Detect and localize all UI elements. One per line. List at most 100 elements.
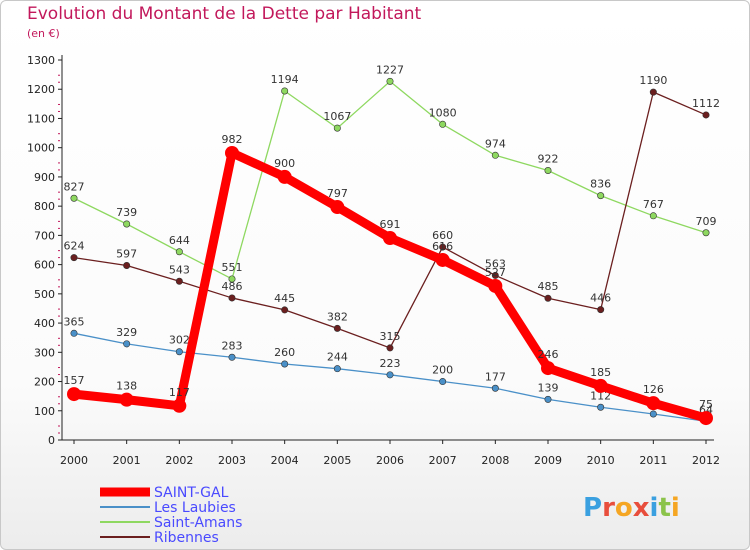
data-point — [386, 344, 394, 352]
data-point — [119, 392, 134, 407]
x-tick-label: 2006 — [376, 454, 404, 467]
data-point — [225, 145, 239, 160]
y-tick-label: 600 — [34, 259, 55, 272]
series-les-laubies: 3653293022832602442232001771391128964 — [64, 315, 713, 425]
x-tick-label: 2010 — [587, 454, 615, 467]
data-label: 767 — [643, 198, 664, 211]
data-point — [544, 294, 552, 302]
x-tick-label: 2001 — [113, 454, 141, 467]
y-tick-label: 400 — [34, 317, 55, 330]
data-point — [597, 306, 605, 314]
legend-label: Les Laubies — [154, 500, 236, 516]
data-label: 445 — [274, 292, 295, 305]
data-point — [649, 212, 657, 220]
data-point — [123, 261, 131, 269]
data-point — [228, 294, 236, 302]
data-label: 117 — [169, 386, 190, 399]
data-point — [491, 384, 499, 392]
data-point — [386, 371, 394, 379]
data-label: 200 — [432, 364, 453, 377]
data-point — [488, 278, 503, 293]
y-tick-label: 800 — [34, 200, 55, 213]
data-label: 260 — [274, 346, 295, 359]
x-tick-label: 2005 — [323, 454, 351, 467]
data-label: 551 — [222, 261, 243, 274]
data-label: 974 — [485, 137, 506, 150]
data-label: 644 — [169, 234, 190, 247]
logo-letter: o — [615, 493, 633, 523]
data-point — [699, 411, 713, 426]
data-label: 329 — [116, 326, 137, 339]
series-saint-amans: 827 739 644 551 1194 1067 1227 1080 974 922 836 767… — [64, 63, 717, 283]
data-point — [383, 231, 397, 246]
data-label: 797 — [327, 187, 348, 200]
data-point — [702, 111, 710, 119]
data-point — [123, 340, 131, 348]
data-point — [277, 169, 292, 184]
x-tick-label: 2009 — [534, 454, 562, 467]
data-label: 126 — [643, 383, 664, 396]
data-point — [702, 229, 710, 237]
data-point — [541, 361, 555, 376]
data-point — [491, 151, 499, 159]
logo-letter: r — [602, 493, 615, 523]
data-point — [333, 324, 341, 332]
x-tick-label: 2002 — [165, 454, 193, 467]
data-point — [281, 360, 289, 368]
logo-letter: P — [583, 493, 602, 523]
data-point — [123, 220, 131, 228]
data-label: 827 — [64, 180, 85, 193]
data-label: 1112 — [692, 97, 720, 110]
data-point — [175, 248, 183, 256]
data-point — [593, 378, 608, 393]
y-tick-label: 1100 — [27, 112, 55, 125]
data-label: 1080 — [429, 106, 457, 119]
data-label: 177 — [485, 370, 506, 383]
data-point — [386, 77, 394, 85]
data-label: 982 — [222, 133, 243, 146]
legend-label: SAINT-GAL — [154, 485, 229, 501]
data-label: 597 — [116, 247, 137, 260]
x-tick-label: 2008 — [481, 454, 509, 467]
y-tick-label: 1200 — [27, 83, 55, 96]
data-point — [175, 348, 183, 356]
series-ribennes: 624 597 543 486 445 382 315 660 563 485 446 1190 111… — [64, 74, 720, 352]
data-label: 543 — [169, 263, 190, 276]
y-tick-label: 700 — [34, 229, 55, 242]
data-label: 739 — [116, 206, 137, 219]
data-label: 365 — [64, 315, 85, 328]
data-point — [597, 403, 605, 411]
data-point — [435, 252, 450, 267]
chart-title: Evolution du Montant de la Dette par Hab… — [27, 4, 422, 24]
data-point — [70, 329, 78, 337]
data-label: 283 — [222, 339, 243, 352]
data-point — [330, 200, 345, 215]
data-label: 315 — [380, 330, 401, 343]
logo-letter: i — [650, 493, 659, 523]
data-point — [646, 396, 661, 411]
data-point — [649, 410, 657, 418]
data-label: 709 — [696, 215, 717, 228]
data-point — [597, 192, 605, 200]
data-point — [228, 275, 236, 283]
series-line — [73, 80, 707, 280]
data-label: 486 — [222, 280, 243, 293]
x-tick-label: 2011 — [639, 454, 667, 467]
data-label: 223 — [380, 357, 401, 370]
data-point — [281, 87, 289, 95]
y-tick-label: 0 — [48, 434, 55, 447]
data-label: 660 — [432, 229, 453, 242]
proxiti-logo: Proxiti — [583, 493, 680, 523]
logo-letter: t — [658, 493, 670, 523]
data-point — [439, 243, 447, 251]
data-point — [70, 194, 78, 202]
data-point — [491, 271, 499, 279]
data-label: 1194 — [271, 73, 299, 86]
data-point — [649, 88, 657, 96]
data-label: 922 — [538, 152, 559, 165]
data-label: 157 — [64, 374, 85, 387]
logo-letter: i — [671, 493, 680, 523]
data-point — [70, 254, 78, 262]
